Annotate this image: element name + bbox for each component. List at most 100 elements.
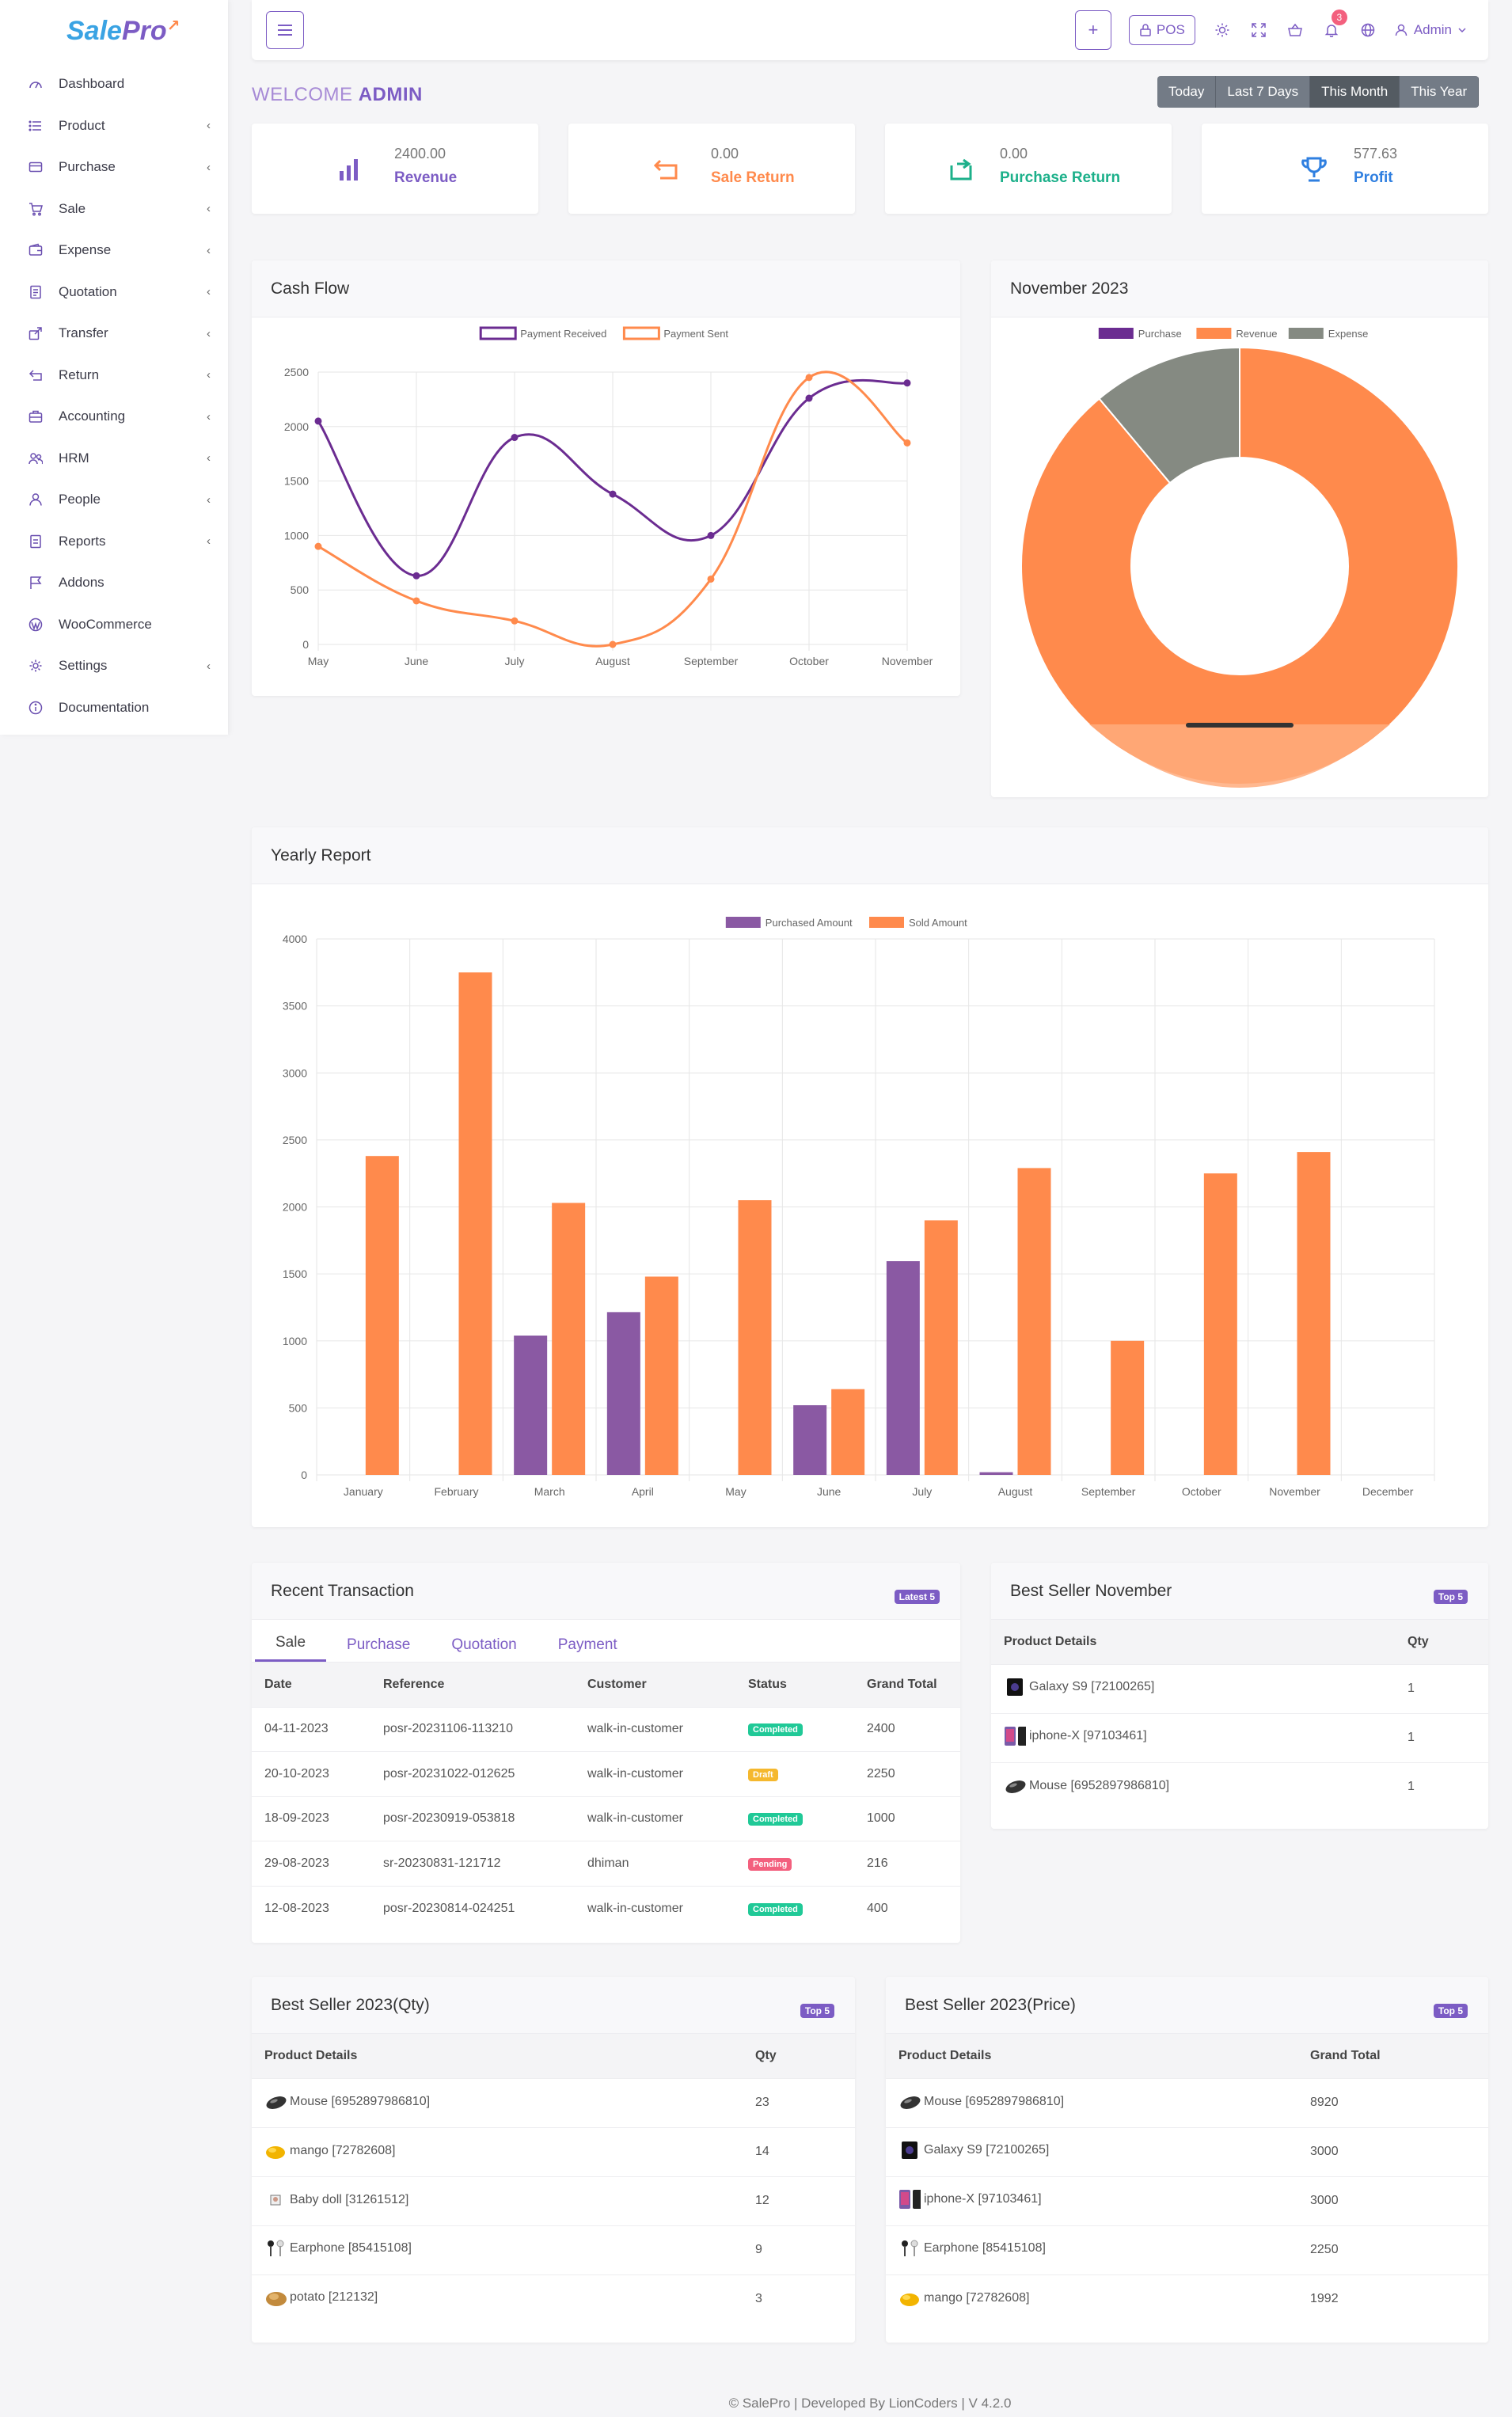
table-row[interactable]: 04-11-2023 posr-20231106-113210 walk-in-cu… [252,1706,960,1752]
bar[interactable] [644,1276,678,1475]
tab-payment[interactable]: Payment [557,1636,617,1653]
sidebar-item-purchase[interactable]: Purchase ‹ [0,146,228,188]
fullscreen-icon[interactable] [1249,21,1268,40]
stat-card-sale-return[interactable]: 0.00 Sale Return [568,124,855,214]
bar[interactable] [514,1335,548,1475]
legend-swatch[interactable] [869,917,904,928]
sidebar-item-settings[interactable]: Settings ‹ [0,645,228,687]
legend-swatch[interactable] [725,917,761,928]
table-row[interactable]: mango [72782608] 1992 [886,2274,1488,2324]
legend-label[interactable]: Payment Received [520,328,606,340]
table-row[interactable]: potato [212132] 3 [252,2274,855,2324]
sidebar-item-documentation[interactable]: Documentation [0,687,228,729]
legend-swatch[interactable] [1098,328,1134,339]
trophy-icon [1298,154,1330,185]
pie-slice[interactable] [1098,346,1240,485]
legend-label[interactable]: Sold Amount [909,917,967,929]
sidebar-item-reports[interactable]: Reports ‹ [0,521,228,563]
legend-label[interactable]: Revenue [1236,328,1277,340]
legend-swatch[interactable] [622,326,660,340]
sidebar-item-quotation[interactable]: Quotation ‹ [0,272,228,314]
table-row[interactable]: Mouse [6952897986810] 23 [252,2077,855,2127]
legend-swatch[interactable] [1196,328,1232,339]
bar[interactable] [886,1261,920,1475]
sidebar-item-woocommerce[interactable]: WooCommerce [0,604,228,646]
basket-icon[interactable] [1286,21,1305,40]
sidebar-item-transfer[interactable]: Transfer ‹ [0,313,228,355]
table-row[interactable]: 20-10-2023 posr-20231022-012625 walk-in-cu… [252,1751,960,1796]
legend-label[interactable]: Purchase [1138,328,1182,340]
tab-purchase[interactable]: Purchase [347,1636,411,1653]
legend-label[interactable]: Payment Sent [663,328,728,340]
sidebar-item-product[interactable]: Product ‹ [0,105,228,147]
stat-card-revenue[interactable]: 2400.00 Revenue [252,124,538,214]
sidebar-item-dashboard[interactable]: Dashboard [0,63,228,105]
table-row[interactable]: Galaxy S9 [72100265] 1 [991,1663,1488,1713]
bar[interactable] [979,1472,1013,1475]
bar[interactable] [831,1389,865,1475]
table-row[interactable]: iphone-X [97103461] 1 [991,1712,1488,1762]
legend-swatch[interactable] [479,326,517,340]
data-point [412,597,420,605]
table-row[interactable]: 12-08-2023 posr-20230814-024251 walk-in-cu… [252,1885,960,1931]
date-filter-this-month[interactable]: This Month [1310,76,1400,108]
menu-toggle-button[interactable] [266,11,304,49]
language-globe-icon[interactable] [1358,21,1377,40]
bar[interactable] [552,1203,586,1475]
table-row[interactable]: Mouse [6952897986810] 8920 [886,2077,1488,2127]
sidebar-item-people[interactable]: People ‹ [0,479,228,521]
tab-quotation[interactable]: Quotation [451,1636,517,1653]
user-menu[interactable]: Admin [1395,22,1466,38]
app-logo[interactable]: SalePro↗ [66,16,180,46]
table-row[interactable]: iphone-X [97103461] 3000 [886,2176,1488,2225]
bar[interactable] [1203,1173,1237,1475]
y-tick-label: 1000 [283,1335,307,1347]
sidebar-item-hrm[interactable]: HRM ‹ [0,438,228,480]
bar[interactable] [458,972,492,1475]
pos-button[interactable]: POS [1128,15,1195,45]
table-row[interactable]: Earphone [85415108] 9 [252,2225,855,2274]
date-filter-last-7-days[interactable]: Last 7 Days [1216,76,1311,108]
bar[interactable] [738,1200,772,1475]
date-filter-this-year[interactable]: This Year [1400,76,1480,108]
status-badge: Completed [748,1723,803,1737]
stat-card-profit[interactable]: 577.63 Profit [1202,124,1488,214]
table-row[interactable]: mango [72782608] 14 [252,2126,855,2176]
sidebar-item-sale[interactable]: Sale ‹ [0,188,228,230]
bar[interactable] [1111,1340,1145,1475]
add-new-button[interactable]: + [1074,10,1111,50]
data-point [609,490,617,498]
briefcase-icon [27,408,44,425]
recent-transaction-table: Date Reference Customer Status Grand Total 0… [252,1663,960,1931]
notification-bell-icon[interactable]: 3 [1322,10,1347,40]
bar[interactable] [1017,1168,1051,1475]
bar[interactable] [606,1312,640,1475]
theme-toggle-icon[interactable] [1213,21,1232,40]
bar[interactable] [793,1404,827,1475]
table-row[interactable]: Mouse [6952897986810] 1 [991,1761,1488,1811]
chevron-left-icon: ‹ [207,409,211,424]
cell-ref: posr-20230919-053818 [370,1796,575,1841]
table-row[interactable]: Earphone [85415108] 2250 [886,2225,1488,2274]
sidebar-item-label: Sale [59,200,86,216]
table-row[interactable]: Baby doll [31261512] 12 [252,2176,855,2225]
legend-label[interactable]: Expense [1328,328,1369,340]
table-row[interactable]: 29-08-2023 sr-20230831-121712 dhiman Pendin… [252,1841,960,1886]
sidebar-item-accounting[interactable]: Accounting ‹ [0,396,228,438]
table-row[interactable]: 18-09-2023 posr-20230919-053818 walk-in-cu… [252,1796,960,1841]
legend-swatch[interactable] [1288,328,1324,339]
bar[interactable] [1297,1152,1331,1475]
stat-card-purchase-return[interactable]: 0.00 Purchase Return [885,124,1172,214]
sidebar-item-addons[interactable]: Addons [0,562,228,604]
date-filter-today[interactable]: Today [1157,76,1217,108]
bar[interactable] [365,1156,399,1475]
sidebar-item-expense[interactable]: Expense ‹ [0,230,228,272]
chevron-left-icon: ‹ [207,451,211,466]
table-row[interactable]: Galaxy S9 [72100265] 3000 [886,2126,1488,2176]
sidebar-item-return[interactable]: Return ‹ [0,355,228,397]
bar[interactable] [924,1220,958,1475]
tab-sale[interactable]: Sale [255,1634,327,1662]
pie-slice[interactable] [1020,346,1459,785]
legend-label[interactable]: Purchased Amount [765,917,853,929]
notification-count: 3 [1331,10,1347,25]
